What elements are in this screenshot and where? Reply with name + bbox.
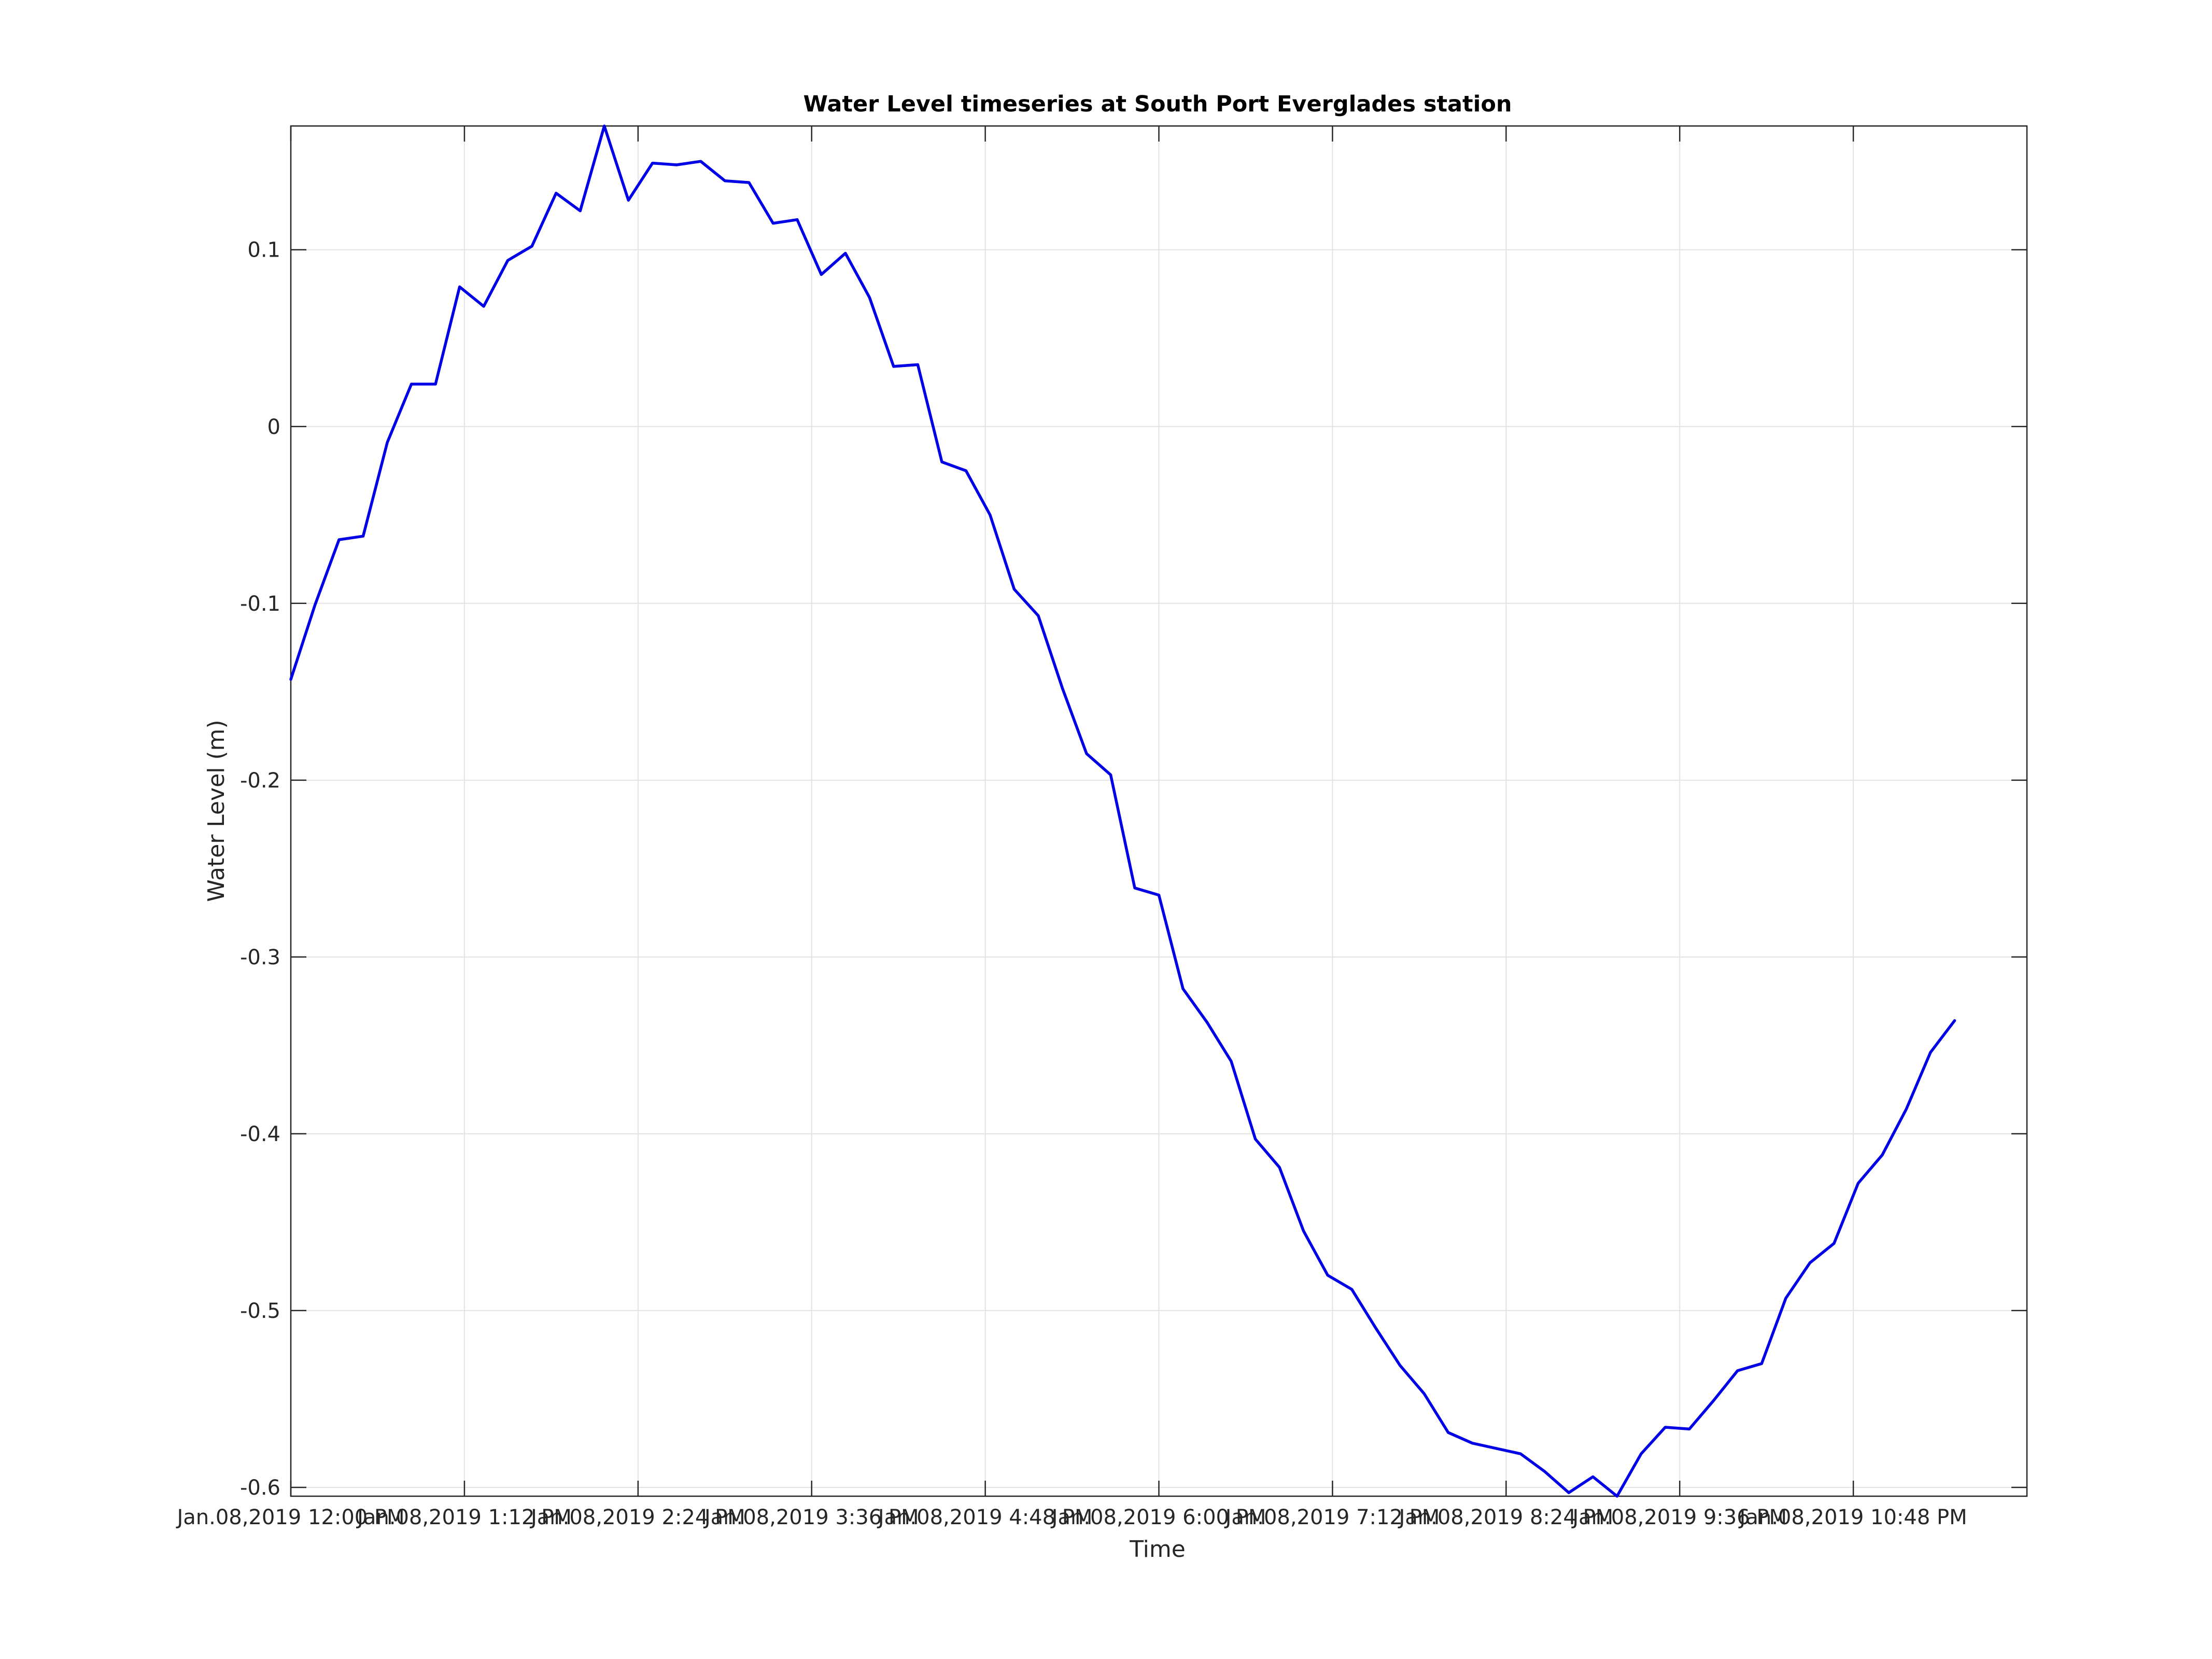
chart-title: Water Level timeseries at South Port Eve… xyxy=(804,91,1512,117)
y-tick-label: 0.1 xyxy=(247,238,280,262)
x-tick-label: Jan.08,2019 6:00 PM xyxy=(1050,1506,1266,1529)
x-tick-label: Jan.08,2019 4:48 PM xyxy=(877,1506,1093,1529)
y-tick-label: -0.5 xyxy=(240,1299,280,1323)
x-tick-label: Jan.08,2019 12:00 PM xyxy=(175,1506,404,1529)
tick-marks xyxy=(290,126,2027,1496)
y-tick-label: -0.2 xyxy=(240,769,280,793)
y-tick-labels: 0.1 0 -0.1 -0.2 -0.3 -0.4 -0.5 -0.6 xyxy=(240,238,280,1500)
series-layer xyxy=(289,124,1956,1498)
x-tick-label: Jan.08,2019 3:36 PM xyxy=(703,1506,919,1529)
x-tick-label: Jan.08,2019 10:48 PM xyxy=(1738,1506,1967,1529)
x-axis-label: Time xyxy=(1129,1536,1186,1563)
x-tick-label: Jan.08,2019 9:36 PM xyxy=(1571,1506,1787,1529)
x-tick-label: Jan.08,2019 2:24 PM xyxy=(529,1506,745,1529)
x-tick-label: Jan.08,2019 1:12 PM xyxy=(356,1506,572,1529)
x-tick-label: Jan.08,2019 7:12 PM xyxy=(1224,1506,1440,1529)
y-tick-label: -0.4 xyxy=(240,1122,280,1146)
y-tick-label: -0.6 xyxy=(240,1476,280,1500)
y-tick-label: 0 xyxy=(267,415,280,439)
y-tick-label: -0.1 xyxy=(240,592,280,616)
y-tick-label: -0.3 xyxy=(240,946,280,969)
x-tick-label: Jan.08,2019 8:24 PM xyxy=(1397,1506,1613,1529)
y-axis-label: Water Level (m) xyxy=(203,720,230,902)
series-line xyxy=(289,124,1956,1498)
